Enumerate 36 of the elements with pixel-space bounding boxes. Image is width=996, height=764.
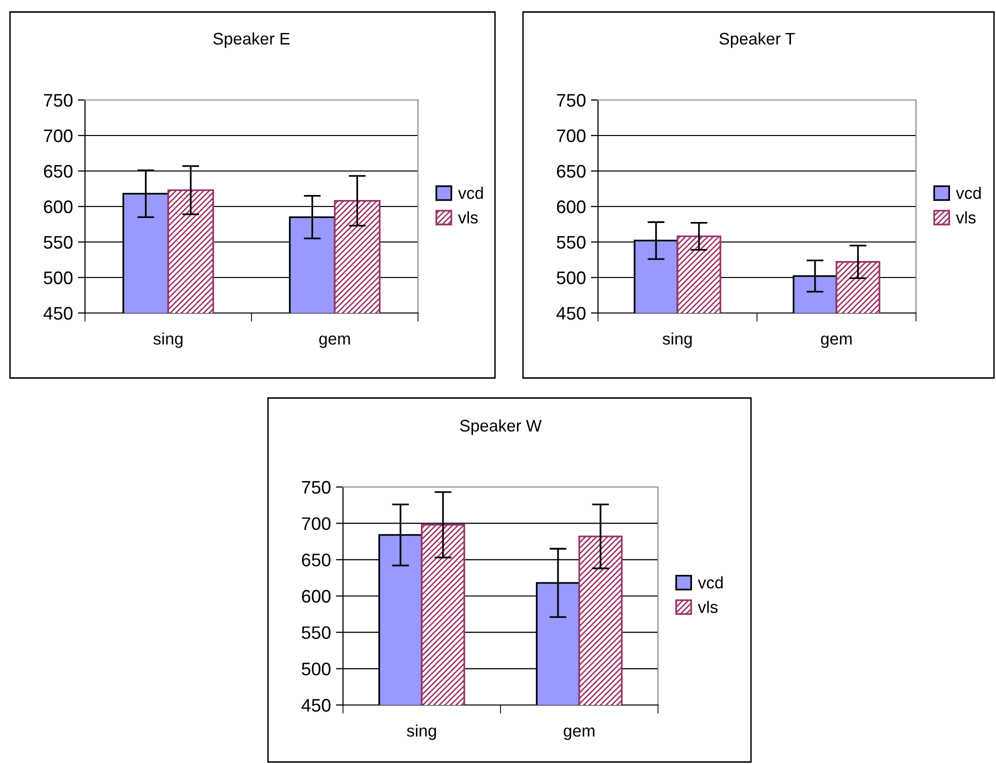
- legend-label: vcd: [956, 186, 981, 200]
- x-tick-label: gem: [820, 336, 852, 348]
- y-tick-label: 500: [44, 271, 72, 284]
- x-tick-label: sing: [153, 332, 182, 348]
- y-tick-label: 550: [302, 626, 330, 640]
- legend-label: vls: [698, 600, 718, 613]
- y-tick-label: 750: [557, 94, 586, 107]
- y-tick-label: 750: [302, 480, 330, 494]
- y-tick-label: 650: [302, 554, 330, 566]
- x-tick-label: gem: [564, 728, 594, 740]
- chart-title: Speaker E: [213, 32, 290, 48]
- y-tick-label: 550: [44, 236, 72, 249]
- y-tick-label: 700: [44, 129, 72, 142]
- y-tick-label: 450: [301, 698, 330, 712]
- chart-title: Speaker W: [460, 419, 542, 435]
- y-tick-label: 450: [43, 306, 72, 320]
- x-tick-label: sing: [406, 724, 436, 740]
- y-tick-label: 700: [557, 129, 586, 142]
- x-tick-label: gem: [319, 336, 350, 348]
- y-tick-label: 450: [556, 306, 586, 320]
- y-tick-label: 600: [556, 200, 586, 214]
- y-tick-label: 750: [44, 94, 72, 107]
- y-tick-label: 500: [556, 271, 586, 284]
- y-tick-label: 550: [556, 236, 586, 249]
- y-tick-label: 600: [44, 200, 72, 214]
- chart-title: Speaker T: [719, 32, 795, 48]
- legend-label: vls: [956, 211, 976, 224]
- x-tick-label: sing: [662, 332, 692, 348]
- y-tick-label: 500: [302, 662, 330, 676]
- y-tick-label: 700: [302, 517, 330, 530]
- legend-label: vcd: [458, 186, 483, 200]
- legend-label: vcd: [698, 576, 723, 589]
- legend-label: vls: [458, 211, 478, 224]
- y-tick-label: 650: [556, 164, 586, 178]
- y-tick-label: 650: [44, 164, 72, 178]
- y-tick-label: 600: [302, 590, 330, 603]
